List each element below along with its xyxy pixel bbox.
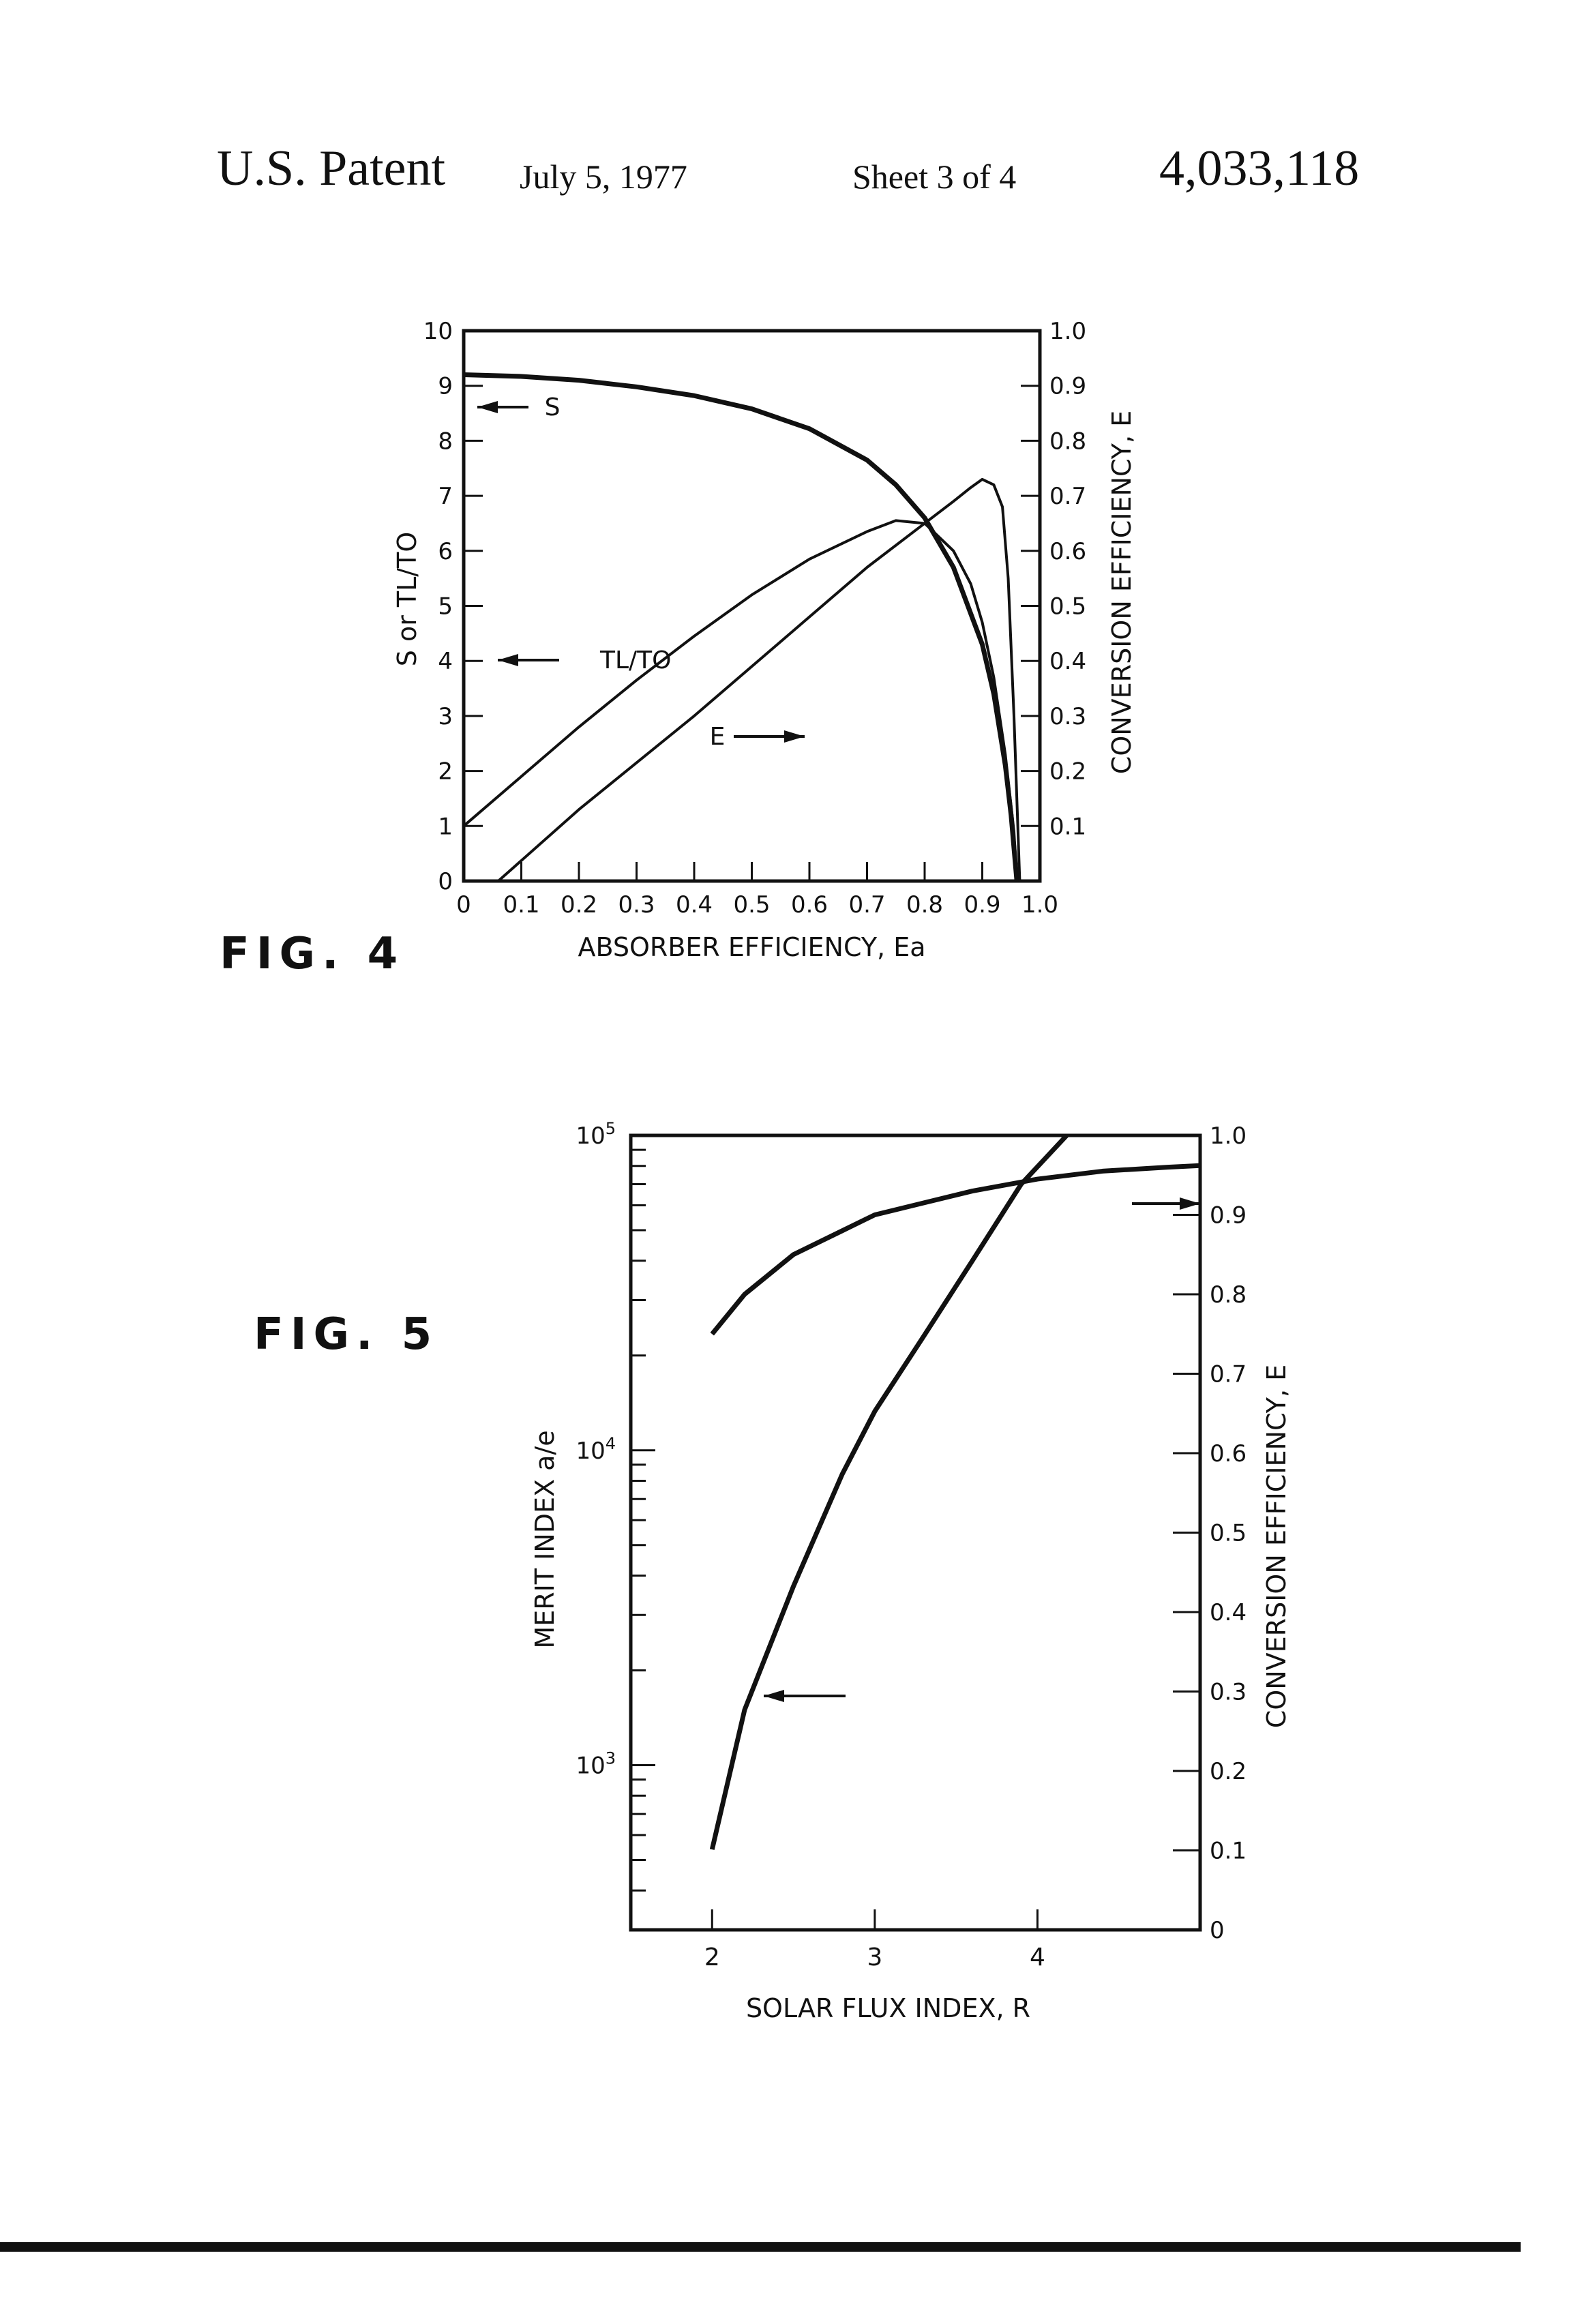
fig4-x-tick-label: 0.7 — [848, 891, 885, 919]
fig5-x-tick-label: 2 — [704, 1943, 720, 1971]
fig4-x-tick-label: 0.6 — [791, 891, 828, 919]
fig4-x-tick-label: 1.0 — [1021, 891, 1058, 919]
fig5-y-left-tick-label: 104 — [576, 1434, 616, 1465]
fig5-conversion-efficiency-line — [712, 1165, 1200, 1334]
fig4-y-right-tick-label: 0.3 — [1049, 703, 1086, 730]
fig5-y-right-tick-label: 1.0 — [1210, 1122, 1247, 1150]
fig5-y-right-tick-label: 0.8 — [1210, 1281, 1247, 1309]
bottom-rule — [0, 2242, 1521, 2252]
fig4-annotation-arrow-s — [477, 401, 528, 413]
fig4-y-right-tick-label: 1.0 — [1049, 318, 1086, 345]
fig5-x-axis-label: SOLAR FLUX INDEX, R — [746, 1993, 1030, 2023]
fig4-series-s-line — [464, 375, 1017, 881]
fig5-y-left-axis-label: MERIT INDEX a/e — [530, 1430, 560, 1648]
fig5-x-tick-label: 4 — [1030, 1943, 1045, 1971]
fig4-x-tick-label: 0.5 — [733, 891, 770, 919]
fig5-x-tick-label: 3 — [867, 1943, 882, 1971]
fig4-x-tick-label: 0.1 — [503, 891, 539, 919]
fig4-y-left-axis-label: S or TL/TO — [392, 532, 422, 666]
fig4-y-left-tick-label: 0 — [438, 868, 453, 895]
fig4-y-left-tick-label: 6 — [438, 538, 453, 565]
fig5-y-left-tick-label: 103 — [576, 1749, 616, 1780]
fig4-annotation-s: S — [545, 393, 561, 421]
fig5-arrow-to-left-axis — [764, 1690, 846, 1702]
fig4-y-left-tick-label: 4 — [438, 648, 453, 675]
fig5-y-right-tick-label: 0.5 — [1210, 1520, 1247, 1547]
fig4-annotation-arrow-e — [734, 730, 805, 743]
fig5-y-right-tick-label: 0.6 — [1210, 1440, 1247, 1468]
fig4-y-left-tick-label: 8 — [438, 428, 453, 455]
fig4-y-left-tick-label: 5 — [438, 593, 453, 621]
fig4-y-right-tick-label: 0.1 — [1049, 813, 1086, 840]
fig4-x-tick-label: 0.9 — [964, 891, 1000, 919]
fig5-y-right-tick-label: 0 — [1210, 1917, 1225, 1944]
fig4-x-axis-label: ABSORBER EFFICIENCY, Ea — [578, 932, 925, 962]
fig5-y-right-tick-label: 0.9 — [1210, 1202, 1247, 1230]
fig4-y-left-tick-label: 7 — [438, 483, 453, 510]
fig4-annotation-arrow-tl-to — [498, 654, 559, 666]
fig4-annotation-tl-to: TL/TO — [599, 646, 672, 674]
fig5-y-right-tick-label: 0.2 — [1210, 1758, 1247, 1785]
fig4-y-left-tick-label: 9 — [438, 373, 453, 400]
fig4-y-right-tick-label: 0.4 — [1049, 648, 1086, 675]
fig5-y-right-tick-label: 0.4 — [1210, 1599, 1247, 1626]
fig4-y-right-tick-label: 0.8 — [1049, 428, 1086, 455]
fig5-y-right-axis-label: CONVERSION EFFICIENCY, E — [1262, 1365, 1292, 1728]
fig4-x-tick-label: 0.2 — [561, 891, 597, 919]
fig4-series-tl-to-line — [464, 520, 1017, 881]
fig5-y-left-tick-label: 105 — [576, 1119, 616, 1150]
fig4-y-left-tick-label: 10 — [423, 318, 453, 345]
fig5-merit-index-line — [712, 1135, 1066, 1849]
fig4-y-left-tick-label: 1 — [438, 813, 453, 840]
fig5-y-right-tick-label: 0.7 — [1210, 1361, 1247, 1388]
fig4-y-right-tick-label: 0.2 — [1049, 758, 1086, 786]
fig4-y-left-tick-label: 3 — [438, 703, 453, 730]
fig4-y-right-tick-label: 0.9 — [1049, 373, 1086, 400]
fig4-x-tick-label: 0 — [456, 891, 471, 919]
fig4-y-right-tick-label: 0.7 — [1049, 483, 1086, 510]
fig5-y-right-tick-label: 0.3 — [1210, 1679, 1247, 1706]
fig5-y-right-tick-label: 0.1 — [1210, 1838, 1247, 1865]
fig5-arrow-to-right-axis — [1132, 1197, 1200, 1210]
fig4-x-tick-label: 0.4 — [676, 891, 713, 919]
fig4-annotation-e: E — [710, 723, 726, 751]
fig4-x-tick-label: 0.8 — [906, 891, 943, 919]
fig4-y-left-tick-label: 2 — [438, 758, 453, 786]
fig5-plot-frame — [631, 1135, 1200, 1930]
fig4-x-tick-label: 0.3 — [618, 891, 655, 919]
fig4-y-right-axis-label: CONVERSION EFFICIENCY, E — [1107, 411, 1137, 774]
fig4-y-right-tick-label: 0.5 — [1049, 593, 1086, 621]
fig4-y-right-tick-label: 0.6 — [1049, 538, 1086, 565]
